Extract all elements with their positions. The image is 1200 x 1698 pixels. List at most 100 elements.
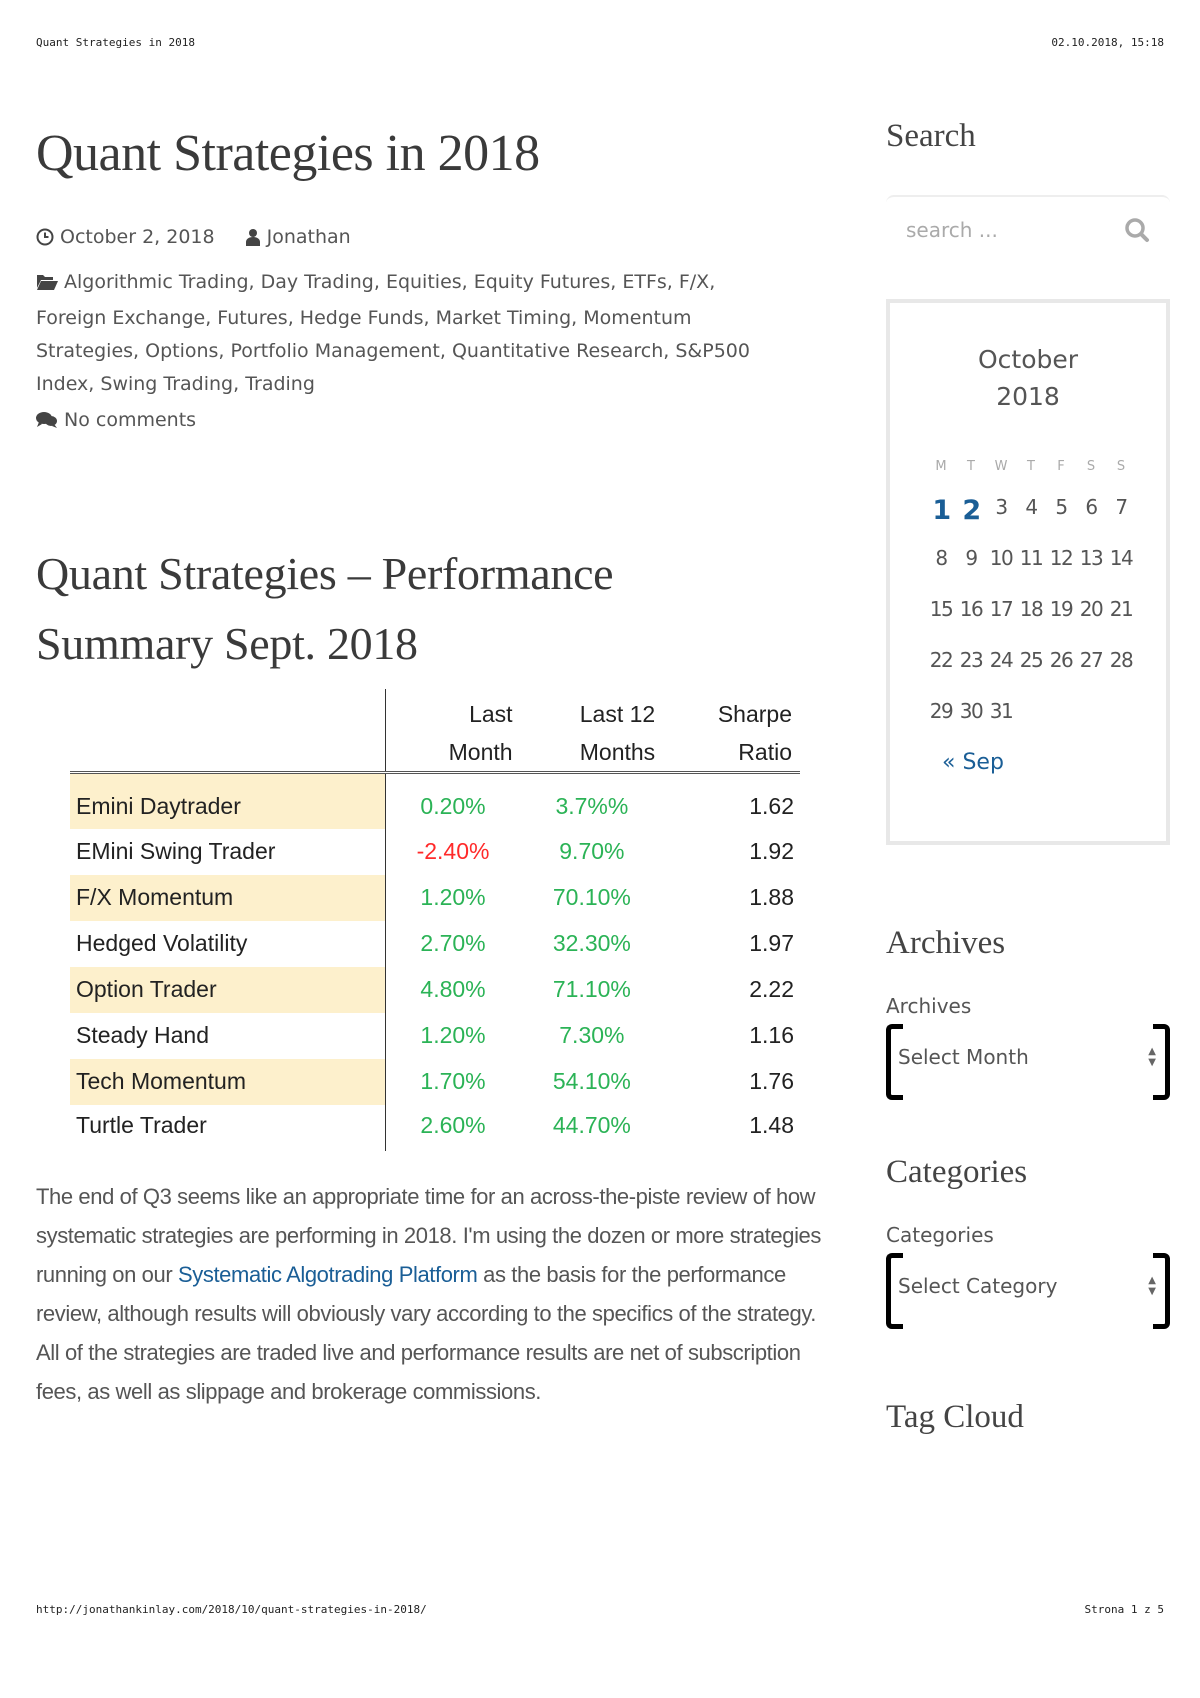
last-12-value: 32.30% — [552, 930, 631, 957]
comments-link[interactable]: No comments — [64, 409, 197, 432]
post-title: Quant Strategies in 2018 — [36, 125, 540, 182]
post-categories: Algorithmic Trading, Day Trading, Equiti… — [36, 266, 776, 401]
calendar-day-link[interactable]: 2 — [962, 495, 981, 526]
sharpe-value: 2.22 — [749, 976, 794, 1003]
post-author: Jonathan — [245, 226, 351, 248]
calendar-day: 15 — [929, 597, 954, 621]
print-header: Quant Strategies in 2018 02.10.2018, 15:… — [36, 36, 1164, 49]
calendar-prev-month-link[interactable]: « Sep — [942, 750, 1004, 775]
weekday-header: M — [935, 459, 947, 474]
calendar-day: 17 — [989, 597, 1014, 621]
table-row: EMini Swing Trader -2.40% 9.70% 1.92 — [70, 828, 800, 875]
calendar-day: 12 — [1049, 546, 1074, 570]
calendar-day: 14 — [1109, 546, 1134, 570]
body-paragraph: The end of Q3 seems like an appropriate … — [36, 1183, 821, 1404]
last-12-value: 71.10% — [552, 976, 631, 1003]
table-header-row: Last Month Last 12 Months Sharpe Ratio — [70, 689, 800, 773]
calendar-day-link[interactable]: 1 — [932, 495, 951, 526]
table-row: Tech Momentum 1.70% 54.10% 1.76 — [70, 1058, 800, 1105]
header-last-12-months: Last 12 Months — [579, 701, 656, 766]
calendar-day: 11 — [1019, 546, 1044, 570]
last-month-value: 4.80% — [420, 976, 486, 1003]
clock-icon — [36, 228, 54, 246]
calendar-day: 3 — [995, 495, 1008, 519]
archives-widget: Archives Archives Select Month ▲ ▼ — [886, 925, 1170, 1100]
post-author-link[interactable]: Jonathan — [266, 226, 351, 249]
user-icon — [245, 228, 261, 247]
platform-link[interactable]: Systematic Algotrading Platform — [178, 1261, 478, 1287]
weekday-header: T — [967, 459, 975, 474]
tagcloud-widget: Tag Cloud — [886, 1399, 1170, 1436]
calendar-day: 10 — [989, 546, 1014, 570]
last-month-value: 0.20% — [420, 792, 486, 819]
table-row: Hedged Volatility 2.70% 32.30% 1.97 — [70, 920, 800, 967]
select-arrows-icon: ▲ ▼ — [1148, 1275, 1156, 1297]
sharpe-value: 1.48 — [749, 1112, 794, 1139]
search-icon[interactable] — [1124, 217, 1150, 243]
post-date-link[interactable]: October 2, 2018 — [60, 226, 215, 249]
sharpe-value: 1.92 — [749, 838, 794, 865]
last-12-value: 9.70% — [559, 838, 625, 865]
weekday-header: W — [994, 459, 1008, 474]
calendar-day: 16 — [959, 597, 984, 621]
weekday-header: T — [1027, 459, 1035, 474]
categories-widget-title: Categories — [886, 1154, 1028, 1190]
header-sharpe-ratio: Sharpe Ratio — [717, 701, 792, 766]
archives-select[interactable]: Select Month ▲ ▼ — [886, 1024, 1170, 1100]
select-arrows-icon: ▲ ▼ — [1148, 1046, 1156, 1068]
post-date: October 2, 2018 — [36, 226, 215, 248]
table-row: Emini Daytrader 0.20% 3.7%% 1.62 — [70, 772, 800, 829]
last-month-value: 1.20% — [420, 1022, 486, 1049]
last-12-value: 54.10% — [552, 1068, 631, 1095]
calendar-day: 6 — [1085, 495, 1098, 519]
archives-widget-title: Archives — [886, 925, 1006, 961]
sharpe-value: 1.76 — [749, 1068, 794, 1095]
calendar-grid: M T W T F S S 1 2 3 4 5 6 7 8 9 10 11 12… — [926, 459, 1166, 750]
table-row: Option Trader 4.80% 71.10% 2.22 — [70, 966, 800, 1013]
category-links[interactable]: Algorithmic Trading, Day Trading, Equiti… — [36, 271, 750, 396]
table-row: F/X Momentum 1.20% 70.10% 1.88 — [70, 874, 800, 921]
calendar-day: 4 — [1025, 495, 1038, 519]
print-header-datetime: 02.10.2018, 15:18 — [1051, 36, 1164, 49]
last-month-value: 1.20% — [420, 884, 486, 911]
calendar-day: 26 — [1049, 648, 1074, 672]
strategy-name: Steady Hand — [70, 1012, 386, 1059]
calendar-day: 23 — [959, 648, 984, 672]
folder-open-icon — [36, 269, 58, 302]
calendar-day: 7 — [1115, 495, 1128, 519]
performance-table: Last Month Last 12 Months Sharpe Ratio Emin… — [70, 689, 800, 1151]
calendar-day: 28 — [1109, 648, 1134, 672]
last-12-value: 70.10% — [552, 884, 631, 911]
strategy-name: F/X Momentum — [70, 874, 386, 921]
print-footer-url: http://jonathankinlay.com/2018/10/quant-… — [36, 1603, 427, 1616]
sharpe-value: 1.97 — [749, 930, 794, 957]
sharpe-value: 1.62 — [749, 792, 794, 819]
weekday-header: S — [1116, 459, 1126, 474]
categories-select[interactable]: Select Category ▲ ▼ — [886, 1253, 1170, 1329]
strategy-name: EMini Swing Trader — [70, 828, 386, 875]
strategy-name: Turtle Trader — [70, 1104, 386, 1151]
calendar-widget: October 2018 M T W T F S S 1 2 3 4 5 6 7… — [886, 299, 1170, 845]
last-month-value: 2.60% — [420, 1112, 486, 1139]
calendar-day: 5 — [1055, 495, 1068, 519]
calendar-day: 31 — [989, 699, 1014, 723]
table-row: Steady Hand 1.20% 7.30% 1.16 — [70, 1012, 800, 1059]
main-content: Quant Strategies in 2018 October 2, 2018… — [36, 125, 836, 1411]
search-input[interactable] — [906, 218, 1106, 242]
calendar-day: 19 — [1049, 597, 1074, 621]
comments-icon — [36, 411, 58, 429]
last-12-value: 7.30% — [559, 1022, 625, 1049]
print-footer-page: Strona 1 z 5 — [1084, 1603, 1164, 1616]
header-strategy — [70, 689, 386, 773]
strategy-name: Emini Daytrader — [70, 772, 386, 829]
calendar-day: 18 — [1019, 597, 1044, 621]
tagcloud-widget-title: Tag Cloud — [886, 1399, 1024, 1435]
section-title: Quant Strategies – Performance Summary S… — [36, 548, 614, 670]
calendar-day: 22 — [929, 648, 954, 672]
search-widget: Search — [886, 118, 1170, 263]
archives-label: Archives — [886, 994, 972, 1018]
calendar-day: 25 — [1019, 648, 1044, 672]
last-month-value: -2.40% — [416, 838, 490, 865]
last-month-value: 1.70% — [420, 1068, 486, 1095]
sharpe-value: 1.88 — [749, 884, 794, 911]
